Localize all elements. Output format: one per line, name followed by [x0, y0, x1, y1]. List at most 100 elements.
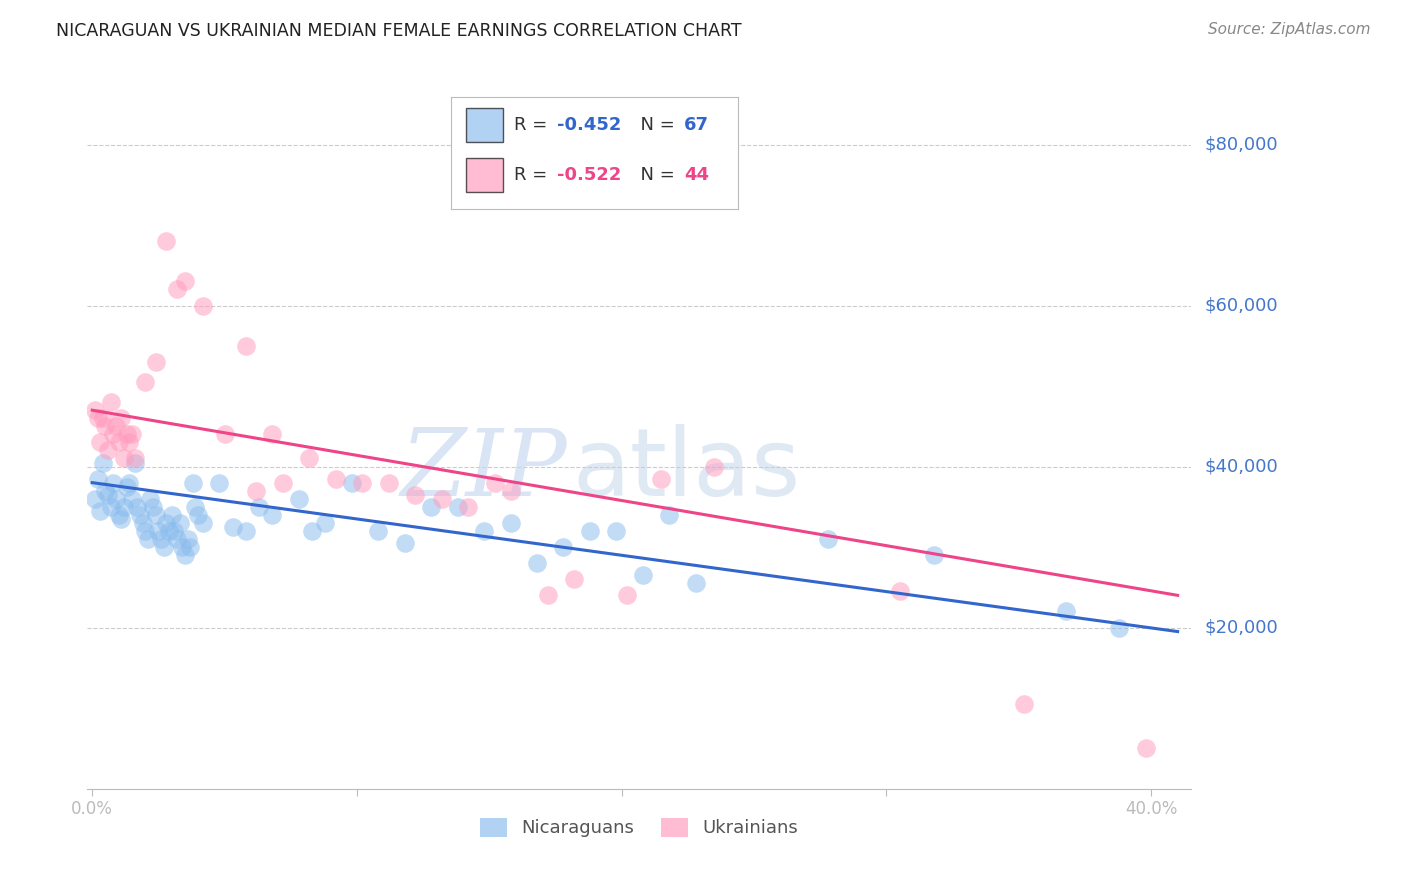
Point [124, 456, 146, 470]
Point [91, 411, 114, 425]
Point [166, 282, 188, 296]
Point [83, 491, 105, 506]
Point [131, 516, 153, 530]
Point [446, 500, 468, 514]
Point [262, 427, 284, 442]
Point [97, 488, 120, 502]
Point [394, 536, 416, 550]
Point [86, 411, 108, 425]
Point [166, 532, 188, 546]
Point [1012, 697, 1035, 711]
Point [685, 576, 707, 591]
Point [121, 491, 143, 506]
Point [181, 475, 204, 490]
Point [121, 427, 143, 442]
Point [235, 339, 257, 353]
Point [1108, 621, 1130, 635]
Point [127, 500, 149, 514]
Point [115, 480, 138, 494]
Text: $80,000: $80,000 [1205, 136, 1278, 153]
Point [91, 456, 114, 470]
Point [155, 516, 177, 530]
Point [107, 435, 129, 450]
Point [187, 508, 209, 522]
Point [110, 512, 132, 526]
Point [703, 459, 725, 474]
Point [271, 475, 294, 490]
Point [430, 491, 453, 506]
Text: Source: ZipAtlas.com: Source: ZipAtlas.com [1208, 22, 1371, 37]
Point [174, 274, 197, 288]
Point [193, 299, 215, 313]
Point [94, 483, 117, 498]
Point [208, 475, 231, 490]
Point [124, 451, 146, 466]
Point [579, 524, 602, 538]
Point [298, 451, 321, 466]
Point [89, 435, 111, 450]
Point [160, 508, 183, 522]
Point [457, 500, 479, 514]
Point [325, 472, 347, 486]
Point [105, 491, 128, 506]
Point [484, 475, 506, 490]
Text: $20,000: $20,000 [1205, 618, 1278, 637]
Point [1135, 741, 1157, 756]
Point [110, 411, 132, 425]
Point [184, 500, 207, 514]
Point [214, 427, 236, 442]
Point [340, 475, 363, 490]
Point [235, 524, 257, 538]
Point [245, 483, 267, 498]
Point [314, 516, 336, 530]
Point [134, 524, 156, 538]
Point [155, 234, 177, 248]
Point [136, 532, 159, 546]
Point [262, 508, 284, 522]
Point [148, 524, 170, 538]
Point [97, 443, 120, 458]
Point [377, 475, 399, 490]
Point [404, 488, 426, 502]
Point [179, 540, 201, 554]
Point [139, 491, 162, 506]
Point [499, 483, 522, 498]
Point [94, 419, 117, 434]
Point [115, 427, 138, 442]
Point [100, 500, 122, 514]
Point [163, 524, 186, 538]
Point [118, 475, 141, 490]
Point [107, 508, 129, 522]
Point [221, 520, 243, 534]
Point [420, 500, 443, 514]
Point [112, 451, 135, 466]
Point [247, 500, 270, 514]
Text: ZIP: ZIP [401, 425, 567, 515]
Point [605, 524, 627, 538]
Point [817, 532, 839, 546]
Point [105, 419, 128, 434]
Point [103, 475, 125, 490]
Point [352, 475, 374, 490]
Point [129, 508, 152, 522]
Point [922, 548, 945, 562]
Point [157, 524, 180, 538]
Point [172, 540, 194, 554]
Point [562, 572, 585, 586]
Point [287, 491, 309, 506]
Point [472, 524, 495, 538]
Point [176, 532, 198, 546]
Point [152, 540, 174, 554]
Text: NICARAGUAN VS UKRAINIAN MEDIAN FEMALE EARNINGS CORRELATION CHART: NICARAGUAN VS UKRAINIAN MEDIAN FEMALE EA… [56, 22, 742, 40]
Point [118, 435, 141, 450]
Point [889, 584, 911, 599]
Point [553, 540, 575, 554]
Point [174, 548, 197, 562]
Point [142, 500, 165, 514]
Point [1056, 604, 1078, 618]
Point [650, 472, 672, 486]
Point [301, 524, 323, 538]
Point [86, 472, 108, 486]
Point [536, 588, 558, 602]
Text: atlas: atlas [572, 424, 801, 516]
